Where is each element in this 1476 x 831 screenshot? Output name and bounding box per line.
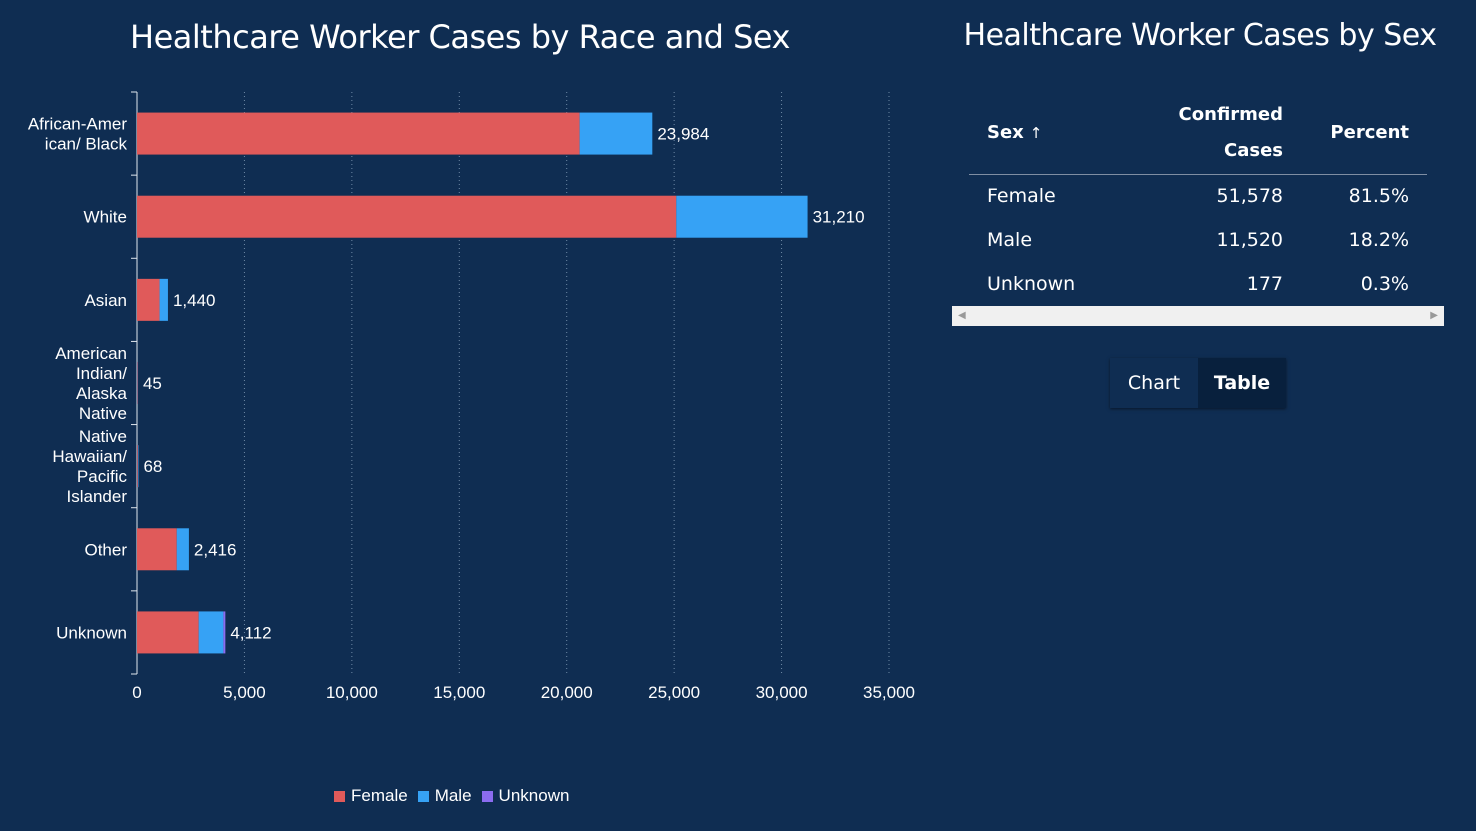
x-tick-label: 0 <box>132 683 141 702</box>
chart-legend: Female Male Unknown <box>334 786 569 806</box>
category-label-line: Pacific <box>77 467 128 486</box>
legend-label-female: Female <box>351 786 408 805</box>
bar-female[interactable] <box>137 528 177 571</box>
scroll-left-icon[interactable]: ◀ <box>958 310 966 321</box>
bar-female[interactable] <box>137 195 677 238</box>
horizontal-scrollbar[interactable]: ◀ ▶ <box>952 306 1444 326</box>
category-label-line: Islander <box>67 487 128 506</box>
header-confirmed-line1: Confirmed <box>1178 103 1284 125</box>
legend-swatch-unknown <box>481 790 493 802</box>
header-sex[interactable]: Sex ↑ <box>969 92 1128 175</box>
table-row: Unknown 177 0.3% <box>969 262 1427 306</box>
table-title: Healthcare Worker Cases by Sex <box>963 18 1437 53</box>
sex-table-container: Sex ↑ Confirmed Cases Percent Female 51,57… <box>952 92 1444 326</box>
category-label: Unknown <box>56 623 127 642</box>
category-label: Native Hawaiian/Pacific Islander <box>52 427 127 506</box>
category-label: Asian <box>84 291 127 310</box>
cell-percent: 18.2% <box>1348 229 1409 251</box>
category-label-line: African-Amer <box>28 115 128 134</box>
table-row: Male 11,520 18.2% <box>969 218 1427 262</box>
legend-item-female[interactable]: Female <box>334 786 408 806</box>
cell-sex: Male <box>987 229 1033 251</box>
x-tick-label: 20,000 <box>541 683 593 702</box>
bar-male[interactable] <box>159 278 168 321</box>
category-label-line: Indian/ <box>76 364 127 383</box>
category-label: American Indian/Alaska Native <box>55 344 127 423</box>
bar-male[interactable] <box>579 112 653 155</box>
x-tick-label: 5,000 <box>223 683 266 702</box>
legend-swatch-female <box>334 790 345 802</box>
cell-sex: Female <box>987 185 1056 208</box>
category-label-line: Native <box>79 427 127 446</box>
category-label-line: Alaska <box>76 384 128 403</box>
legend-label-unknown: Unknown <box>498 786 570 805</box>
x-tick-label: 35,000 <box>863 683 915 702</box>
bar-female[interactable] <box>137 611 199 654</box>
category-label-line: ican/ Black <box>45 135 128 154</box>
chart-title: Healthcare Worker Cases by Race and Sex <box>130 18 790 56</box>
data-label: 68 <box>143 457 162 476</box>
x-tick-label: 25,000 <box>648 683 700 702</box>
x-tick-label: 15,000 <box>433 683 485 702</box>
bar-male[interactable] <box>137 445 139 488</box>
view-toggle: Chart Table <box>1110 358 1286 408</box>
cell-cases: 177 <box>1246 273 1284 295</box>
header-confirmed-line2: Cases <box>1224 139 1284 161</box>
bar-female[interactable] <box>137 278 160 321</box>
bar-female[interactable] <box>137 445 138 488</box>
data-label: 2,416 <box>194 540 237 559</box>
data-label: 45 <box>143 374 162 393</box>
category-label: African-Amer ican/ Black <box>28 115 128 154</box>
toggle-chart-button[interactable]: Chart <box>1110 358 1198 408</box>
bar-unknown[interactable] <box>223 611 226 654</box>
sex-table: Sex ↑ Confirmed Cases Percent Female 51,57… <box>969 92 1427 306</box>
x-tick-label: 30,000 <box>756 683 808 702</box>
legend-swatch-male <box>417 790 429 802</box>
cell-percent: 81.5% <box>1348 185 1409 208</box>
x-tick-label: 10,000 <box>326 683 378 702</box>
category-label-line: American <box>55 344 127 363</box>
cell-percent: 0.3% <box>1360 273 1409 295</box>
bar-male[interactable] <box>176 528 189 571</box>
category-label-line: White <box>84 208 127 227</box>
category-label-line: Asian <box>84 291 127 310</box>
legend-item-male[interactable]: Male <box>417 786 472 806</box>
data-label: 23,984 <box>657 125 709 144</box>
data-label: 31,210 <box>813 208 865 227</box>
sort-arrow-up-icon: ↑ <box>1029 123 1043 142</box>
header-sex-label: Sex <box>987 121 1024 143</box>
category-label: Other <box>84 540 127 559</box>
category-label: White <box>84 208 127 227</box>
table-row: Female 51,578 81.5% <box>969 174 1427 218</box>
category-label-line: Native <box>79 404 127 423</box>
legend-label-male: Male <box>434 786 472 805</box>
category-label-line: Hawaiian/ <box>52 447 127 466</box>
category-label-line: Unknown <box>56 623 127 642</box>
category-label-line: Other <box>84 540 127 559</box>
bar-male[interactable] <box>676 195 808 238</box>
cell-cases: 11,520 <box>1216 229 1284 251</box>
data-label: 4,112 <box>230 623 271 642</box>
data-label: 1,440 <box>173 291 216 310</box>
header-confirmed-cases[interactable]: Confirmed Cases <box>1127 92 1284 175</box>
bar-chart: 0 5,000 10,000 15,000 20,000 25,000 30,000 35,0… <box>28 91 915 702</box>
bar-female[interactable] <box>137 112 580 155</box>
bar-male[interactable] <box>198 611 224 654</box>
scroll-right-icon[interactable]: ▶ <box>1430 310 1438 321</box>
toggle-table-button[interactable]: Table <box>1198 358 1286 408</box>
table-header-row: Sex ↑ Confirmed Cases Percent <box>969 92 1427 175</box>
bar-female[interactable] <box>137 362 138 404</box>
cell-sex: Unknown <box>987 273 1076 295</box>
cell-cases: 51,578 <box>1216 185 1284 208</box>
legend-item-unknown[interactable]: Unknown <box>481 786 570 806</box>
header-percent[interactable]: Percent <box>1283 92 1427 175</box>
